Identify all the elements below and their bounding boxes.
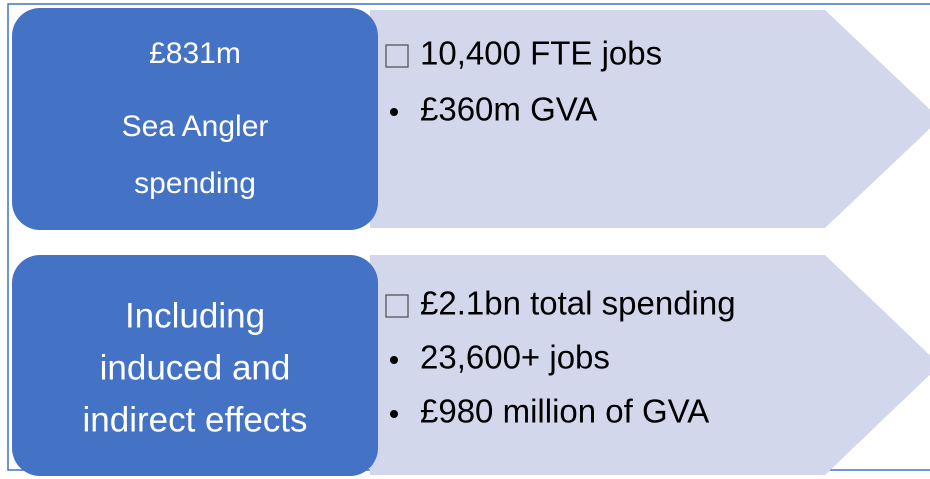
box-line: indirect effects — [82, 400, 307, 439]
box — [12, 255, 378, 476]
bullet-text: 23,600+ jobs — [420, 339, 610, 376]
box — [12, 8, 378, 230]
square-bullet — [385, 44, 409, 68]
box-line: induced and — [100, 348, 291, 387]
bullet — [390, 108, 398, 116]
box-line: £831m — [149, 37, 241, 70]
arrow — [370, 10, 930, 228]
box-line: Including — [125, 296, 265, 335]
arrow — [370, 255, 930, 475]
bullet-text: £980 million of GVA — [420, 393, 709, 430]
bullet-text: £360m GVA — [420, 91, 597, 128]
content: £831m Sea Angler spending 10,400 FTE jobs £3… — [12, 8, 930, 476]
bullet — [390, 356, 398, 364]
square-bullet — [385, 294, 409, 318]
box-line: spending — [134, 167, 256, 200]
bullet-text: £2.1bn total spending — [420, 285, 736, 322]
bullet-text: 10,400 FTE jobs — [420, 35, 662, 72]
box-line: Sea Angler — [122, 110, 269, 143]
bullet — [390, 410, 398, 418]
